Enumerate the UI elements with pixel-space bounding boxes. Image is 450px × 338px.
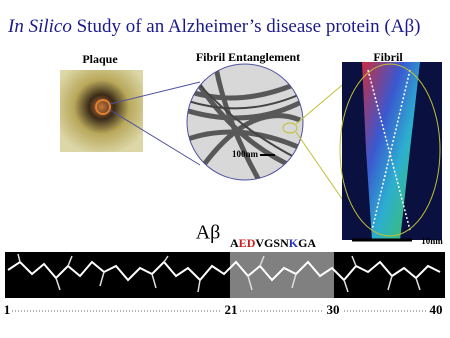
residue: S: [273, 236, 280, 250]
residue: N: [280, 236, 289, 250]
peptide-backbone: [7, 260, 441, 282]
position: 1: [4, 302, 11, 317]
residue: D: [247, 236, 256, 250]
connector: [109, 109, 201, 166]
fibril-strand: [362, 62, 420, 240]
residue: E: [239, 236, 247, 250]
fibril-helix: [367, 69, 411, 231]
side-chains: [17, 253, 421, 293]
fibril-frame: [339, 63, 441, 237]
title-italic: In Silico: [7, 16, 72, 37]
position: 30: [327, 302, 340, 317]
scale-label: 10nm: [421, 236, 443, 246]
residue: G: [298, 236, 307, 250]
entanglement-frame: [186, 63, 304, 181]
connector: [109, 81, 201, 105]
title-rest: Study of an Alzheimer’s disease protein …: [72, 16, 421, 37]
peptide-label: Aβ: [196, 222, 221, 244]
residue: G: [264, 236, 273, 250]
fibril-highlight: [282, 122, 298, 134]
panel-label: Fibril: [373, 50, 403, 64]
sequence: AEDVGSNKGA: [230, 236, 316, 250]
residue: K: [289, 236, 299, 250]
residue: A: [307, 236, 316, 250]
position: 40: [430, 302, 443, 317]
entanglement-image: [187, 64, 303, 180]
scale-label: 100nm: [232, 149, 259, 159]
panel-label: Plaque: [82, 52, 118, 66]
plaque-highlight: [95, 99, 111, 115]
residue: A: [230, 236, 239, 250]
panel-label: Fibril Entanglement: [196, 50, 300, 64]
position: 21: [225, 302, 238, 317]
residue: V: [255, 236, 264, 250]
plaque-image: [60, 70, 143, 152]
title: In Silico Study of an Alzheimer’s diseas…: [7, 16, 420, 37]
